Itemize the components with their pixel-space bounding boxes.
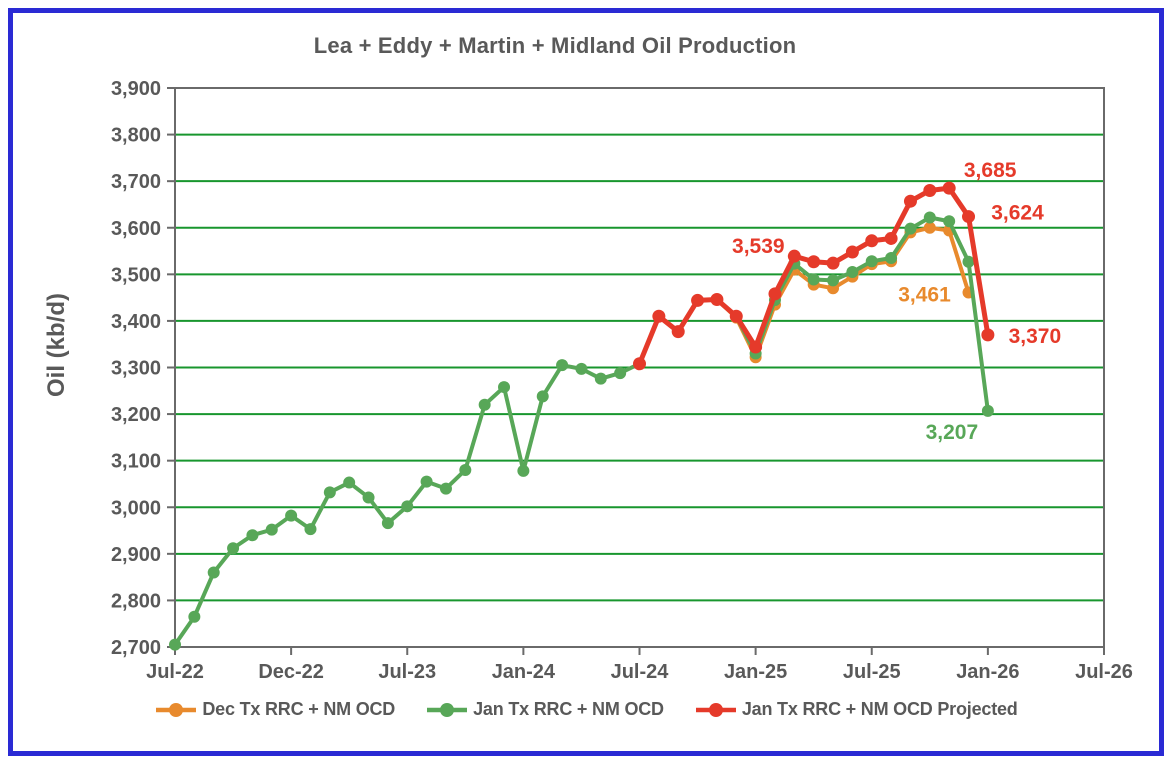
series-marker (343, 476, 356, 489)
y-tick-label: 3,100 (111, 451, 161, 473)
x-tick-label: Jan-26 (956, 661, 1019, 683)
series-marker (575, 362, 588, 375)
series-marker (439, 482, 452, 495)
x-tick-label: Jan-24 (492, 661, 556, 683)
x-tick-label: Jul-24 (611, 661, 670, 683)
legend-line-marker-icon (156, 702, 197, 717)
legend-line-marker-icon (427, 702, 468, 717)
series-marker (227, 542, 240, 555)
series-marker (323, 486, 336, 499)
y-tick-label: 3,000 (111, 497, 161, 519)
series-marker (169, 638, 181, 651)
point-label: 3,370 (1009, 325, 1062, 348)
series-marker (865, 255, 878, 268)
y-tick-label: 3,300 (111, 358, 161, 380)
series-marker (787, 249, 801, 263)
series-marker (749, 340, 763, 354)
chart-title: Lea + Eddy + Martin + Midland Oil Produc… (313, 33, 797, 58)
y-tick-label: 3,400 (111, 311, 161, 333)
series-marker (846, 266, 859, 279)
series-marker (188, 610, 201, 623)
series-marker (517, 464, 530, 477)
series-marker (691, 293, 705, 307)
series-marker (536, 390, 549, 403)
series-marker (401, 500, 414, 513)
series-marker (478, 398, 491, 411)
series-marker (981, 328, 995, 342)
point-label: 3,685 (964, 159, 1017, 182)
legend-item: Jan Tx RRC + NM OCD (425, 699, 664, 720)
series-marker (903, 194, 917, 208)
series-marker (633, 357, 646, 371)
y-tick-label: 3,700 (111, 171, 161, 193)
x-tick-label: Dec-22 (258, 661, 324, 683)
y-tick-label: 3,200 (111, 404, 161, 426)
series-marker (962, 210, 976, 224)
x-tick-label: Jan-25 (724, 661, 787, 683)
series-line-jan-tx-rrc-nm-ocd (173, 215, 990, 647)
x-tick-label: Jul-22 (146, 661, 204, 683)
series-marker (807, 273, 820, 286)
series-marker (594, 372, 607, 385)
series-marker (556, 359, 569, 372)
y-tick-label: 2,800 (111, 590, 161, 612)
series-marker (459, 463, 472, 476)
series-marker (923, 221, 936, 234)
y-tick-label: 3,800 (111, 125, 161, 147)
series-marker (265, 523, 278, 536)
series-marker (981, 404, 994, 417)
x-tick-label: Jul-25 (843, 661, 901, 683)
y-tick-label: 2,700 (111, 637, 161, 659)
series-marker (652, 309, 666, 323)
series-marker (304, 523, 317, 536)
series-marker (827, 274, 840, 287)
series-marker (207, 566, 220, 579)
legend-item: Jan Tx RRC + NM OCD Projected (694, 699, 1018, 720)
series-marker (710, 292, 724, 306)
series-marker (885, 252, 898, 265)
legend-label: Jan Tx RRC + NM OCD (473, 699, 664, 719)
x-tick-label: Jul-23 (378, 661, 436, 683)
series-marker (498, 381, 511, 394)
series-marker (614, 367, 627, 380)
series-marker (884, 231, 898, 245)
chart-legend: Dec Tx RRC + NM OCD Jan Tx RRC + NM OCD Ja… (0, 699, 1172, 720)
series-marker (420, 475, 433, 488)
series-marker (943, 215, 956, 228)
y-tick-label: 2,900 (111, 544, 161, 566)
point-label: 3,539 (732, 235, 785, 258)
blue-outer-frame (8, 8, 1164, 756)
series-marker (962, 255, 975, 268)
series-marker (381, 517, 394, 530)
point-label: 3,207 (926, 421, 979, 444)
series-marker (942, 181, 956, 195)
series-marker (807, 255, 821, 269)
legend-label: Dec Tx RRC + NM OCD (202, 699, 396, 719)
series-marker (729, 309, 743, 323)
legend-item: Dec Tx RRC + NM OCD (154, 699, 395, 720)
point-label: 3,624 (991, 202, 1044, 225)
series-marker (246, 529, 259, 542)
legend-line-marker-icon (695, 702, 736, 717)
point-label: 3,461 (898, 284, 951, 307)
x-tick-label: Jul-26 (1075, 661, 1133, 683)
series-marker (671, 325, 685, 339)
y-tick-label: 3,600 (111, 218, 161, 240)
legend-label: Jan Tx RRC + NM OCD Projected (741, 699, 1018, 719)
y-tick-label: 3,900 (111, 78, 161, 100)
series-marker (904, 222, 917, 235)
series-marker (865, 234, 879, 248)
series-marker (768, 287, 782, 301)
series-marker (845, 245, 859, 259)
series-marker (923, 183, 937, 197)
series-marker (285, 509, 298, 522)
series-marker (826, 256, 840, 270)
series-marker (923, 211, 936, 224)
series-marker (362, 491, 375, 504)
y-tick-label: 3,500 (111, 264, 161, 286)
